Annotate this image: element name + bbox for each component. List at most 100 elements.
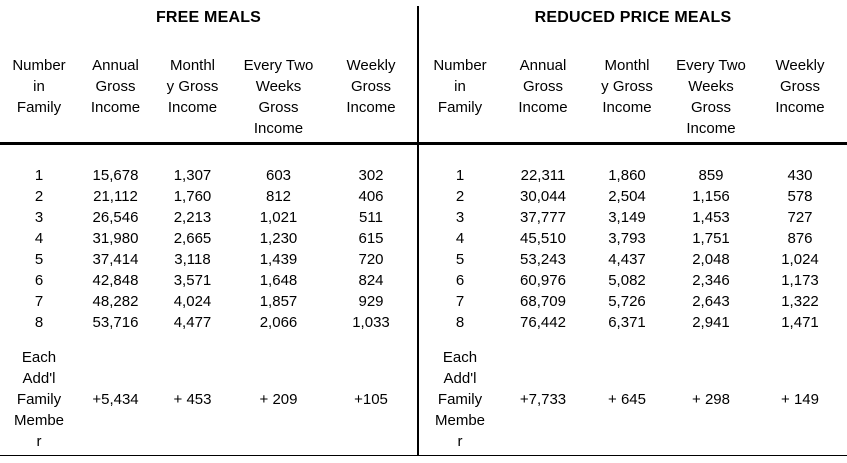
cell: + 298: [692, 391, 730, 408]
cell: 929: [358, 293, 384, 310]
cell: 37,777: [520, 209, 566, 226]
column-header-row: Number in Family Annual Gross Income Mon…: [0, 55, 417, 146]
cell: 1,760: [173, 188, 212, 205]
cell: 2,048: [692, 251, 730, 268]
cell: 2,346: [692, 272, 730, 289]
cell: 302: [358, 167, 384, 184]
cell: 5,082: [608, 272, 646, 289]
column-header-weekly-gross-income: Weekly Gross Income: [346, 57, 396, 116]
cell: 6: [34, 272, 44, 289]
cell: 53,243: [520, 251, 566, 268]
cell: 1,156: [692, 188, 730, 205]
cell: 4,477: [173, 314, 212, 331]
cell: +105: [354, 391, 388, 408]
column-header-annual-gross-income: Annual Gross Income: [90, 57, 141, 116]
cell: + 209: [259, 391, 298, 408]
column-header-row: Number in Family Annual Gross Income Mon…: [419, 55, 847, 146]
cell: 5: [455, 251, 465, 268]
table-row: 2 30,044 2,504 1,156 578: [419, 186, 847, 207]
cell: 1,307: [173, 167, 212, 184]
cell: 1,021: [259, 209, 298, 226]
cell: 22,311: [520, 167, 566, 184]
cell: 8: [34, 314, 44, 331]
cell: 430: [787, 167, 813, 184]
cell: 1: [34, 167, 44, 184]
table-row: 3 26,546 2,213 1,021 511: [0, 207, 417, 228]
cell: 5,726: [608, 293, 646, 310]
cell: 3,149: [608, 209, 646, 226]
cell: 1,471: [781, 314, 819, 331]
column-header-every-two-weeks-gross-income: Every Two Weeks Gross Income: [676, 57, 746, 137]
cell: 1,173: [781, 272, 819, 289]
data-rows: 1 15,678 1,307 603 302 2 21,112 1,760 81…: [0, 165, 417, 452]
cell: 4: [34, 230, 44, 247]
table-row: 1 15,678 1,307 603 302: [0, 165, 417, 186]
cell: 727: [787, 209, 813, 226]
cell: 76,442: [520, 314, 566, 331]
column-header-monthly-gross-income: Monthl y Gross Income: [601, 57, 653, 116]
cell: 4,437: [608, 251, 646, 268]
cell: 615: [358, 230, 384, 247]
column-header-monthly-gross-income: Monthl y Gross Income: [166, 57, 219, 116]
column-header-annual-gross-income: Annual Gross Income: [518, 57, 568, 116]
cell: 5: [34, 251, 44, 268]
cell: 68,709: [520, 293, 566, 310]
cell: 406: [358, 188, 384, 205]
cell: 1,751: [692, 230, 730, 247]
cell: 6: [455, 272, 465, 289]
column-header-weekly-gross-income: Weekly Gross Income: [775, 57, 825, 116]
cell: 2: [34, 188, 44, 205]
cell: 2,665: [173, 230, 212, 247]
table-row: 6 60,976 5,082 2,346 1,173: [419, 270, 847, 291]
reduced-price-meals-section: REDUCED PRICE MEALS Number in Family Ann…: [419, 0, 847, 463]
section-title-reduced-price-meals: REDUCED PRICE MEALS: [534, 9, 732, 26]
cell: 1,857: [259, 293, 298, 310]
cell: 30,044: [520, 188, 566, 205]
cell: 1,322: [781, 293, 819, 310]
cell: 812: [265, 188, 292, 205]
cell: 824: [358, 272, 384, 289]
cell: 511: [359, 209, 383, 226]
row-label-each-addl-family-member: Each Add'l Family Membe r: [434, 349, 486, 450]
table-row: 1 22,311 1,860 859 430: [419, 165, 847, 186]
table-row: 7 68,709 5,726 2,643 1,322: [419, 291, 847, 312]
cell: 2,066: [259, 314, 298, 331]
cell: 4,024: [173, 293, 212, 310]
data-rows: 1 22,311 1,860 859 430 2 30,044 2,504 1,…: [419, 165, 847, 452]
table-row: 4 31,980 2,665 1,230 615: [0, 228, 417, 249]
cell: 2,643: [692, 293, 730, 310]
cell: 859: [698, 167, 724, 184]
column-header-number-in-family: Number in Family: [12, 57, 66, 116]
cell: + 645: [608, 391, 646, 408]
table-row: 6 42,848 3,571 1,648 824: [0, 270, 417, 291]
cell: 3: [455, 209, 465, 226]
cell: 1,230: [259, 230, 298, 247]
table-row: 5 37,414 3,118 1,439 720: [0, 249, 417, 270]
cell: 53,716: [92, 314, 139, 331]
cell: 45,510: [520, 230, 566, 247]
cell: 60,976: [520, 272, 566, 289]
table-row: 8 53,716 4,477 2,066 1,033: [0, 312, 417, 333]
table-row-additional-member: Each Add'l Family Membe r +5,434 + 453 +…: [0, 347, 417, 452]
table-row: 8 76,442 6,371 2,941 1,471: [419, 312, 847, 333]
cell: 3,118: [174, 251, 211, 268]
cell: +5,434: [92, 391, 139, 408]
bottom-rule: [0, 455, 847, 456]
cell: 21,112: [93, 188, 138, 205]
cell: +7,733: [519, 391, 567, 408]
cell: 48,282: [92, 293, 139, 310]
row-label-each-addl-family-member: Each Add'l Family Membe r: [13, 349, 65, 450]
table-row: 5 53,243 4,437 2,048 1,024: [419, 249, 847, 270]
center-vertical-divider: [417, 6, 419, 456]
cell: 2,213: [173, 209, 212, 226]
cell: 37,414: [92, 251, 139, 268]
cell: 1: [455, 167, 465, 184]
table-row: 4 45,510 3,793 1,751 876: [419, 228, 847, 249]
cell: 2,941: [692, 314, 730, 331]
cell: + 149: [781, 391, 819, 408]
free-meals-section: FREE MEALS Number in Family Annual Gross…: [0, 0, 417, 463]
cell: 4: [455, 230, 465, 247]
header-separator-rule: [0, 142, 847, 145]
cell: 876: [787, 230, 813, 247]
